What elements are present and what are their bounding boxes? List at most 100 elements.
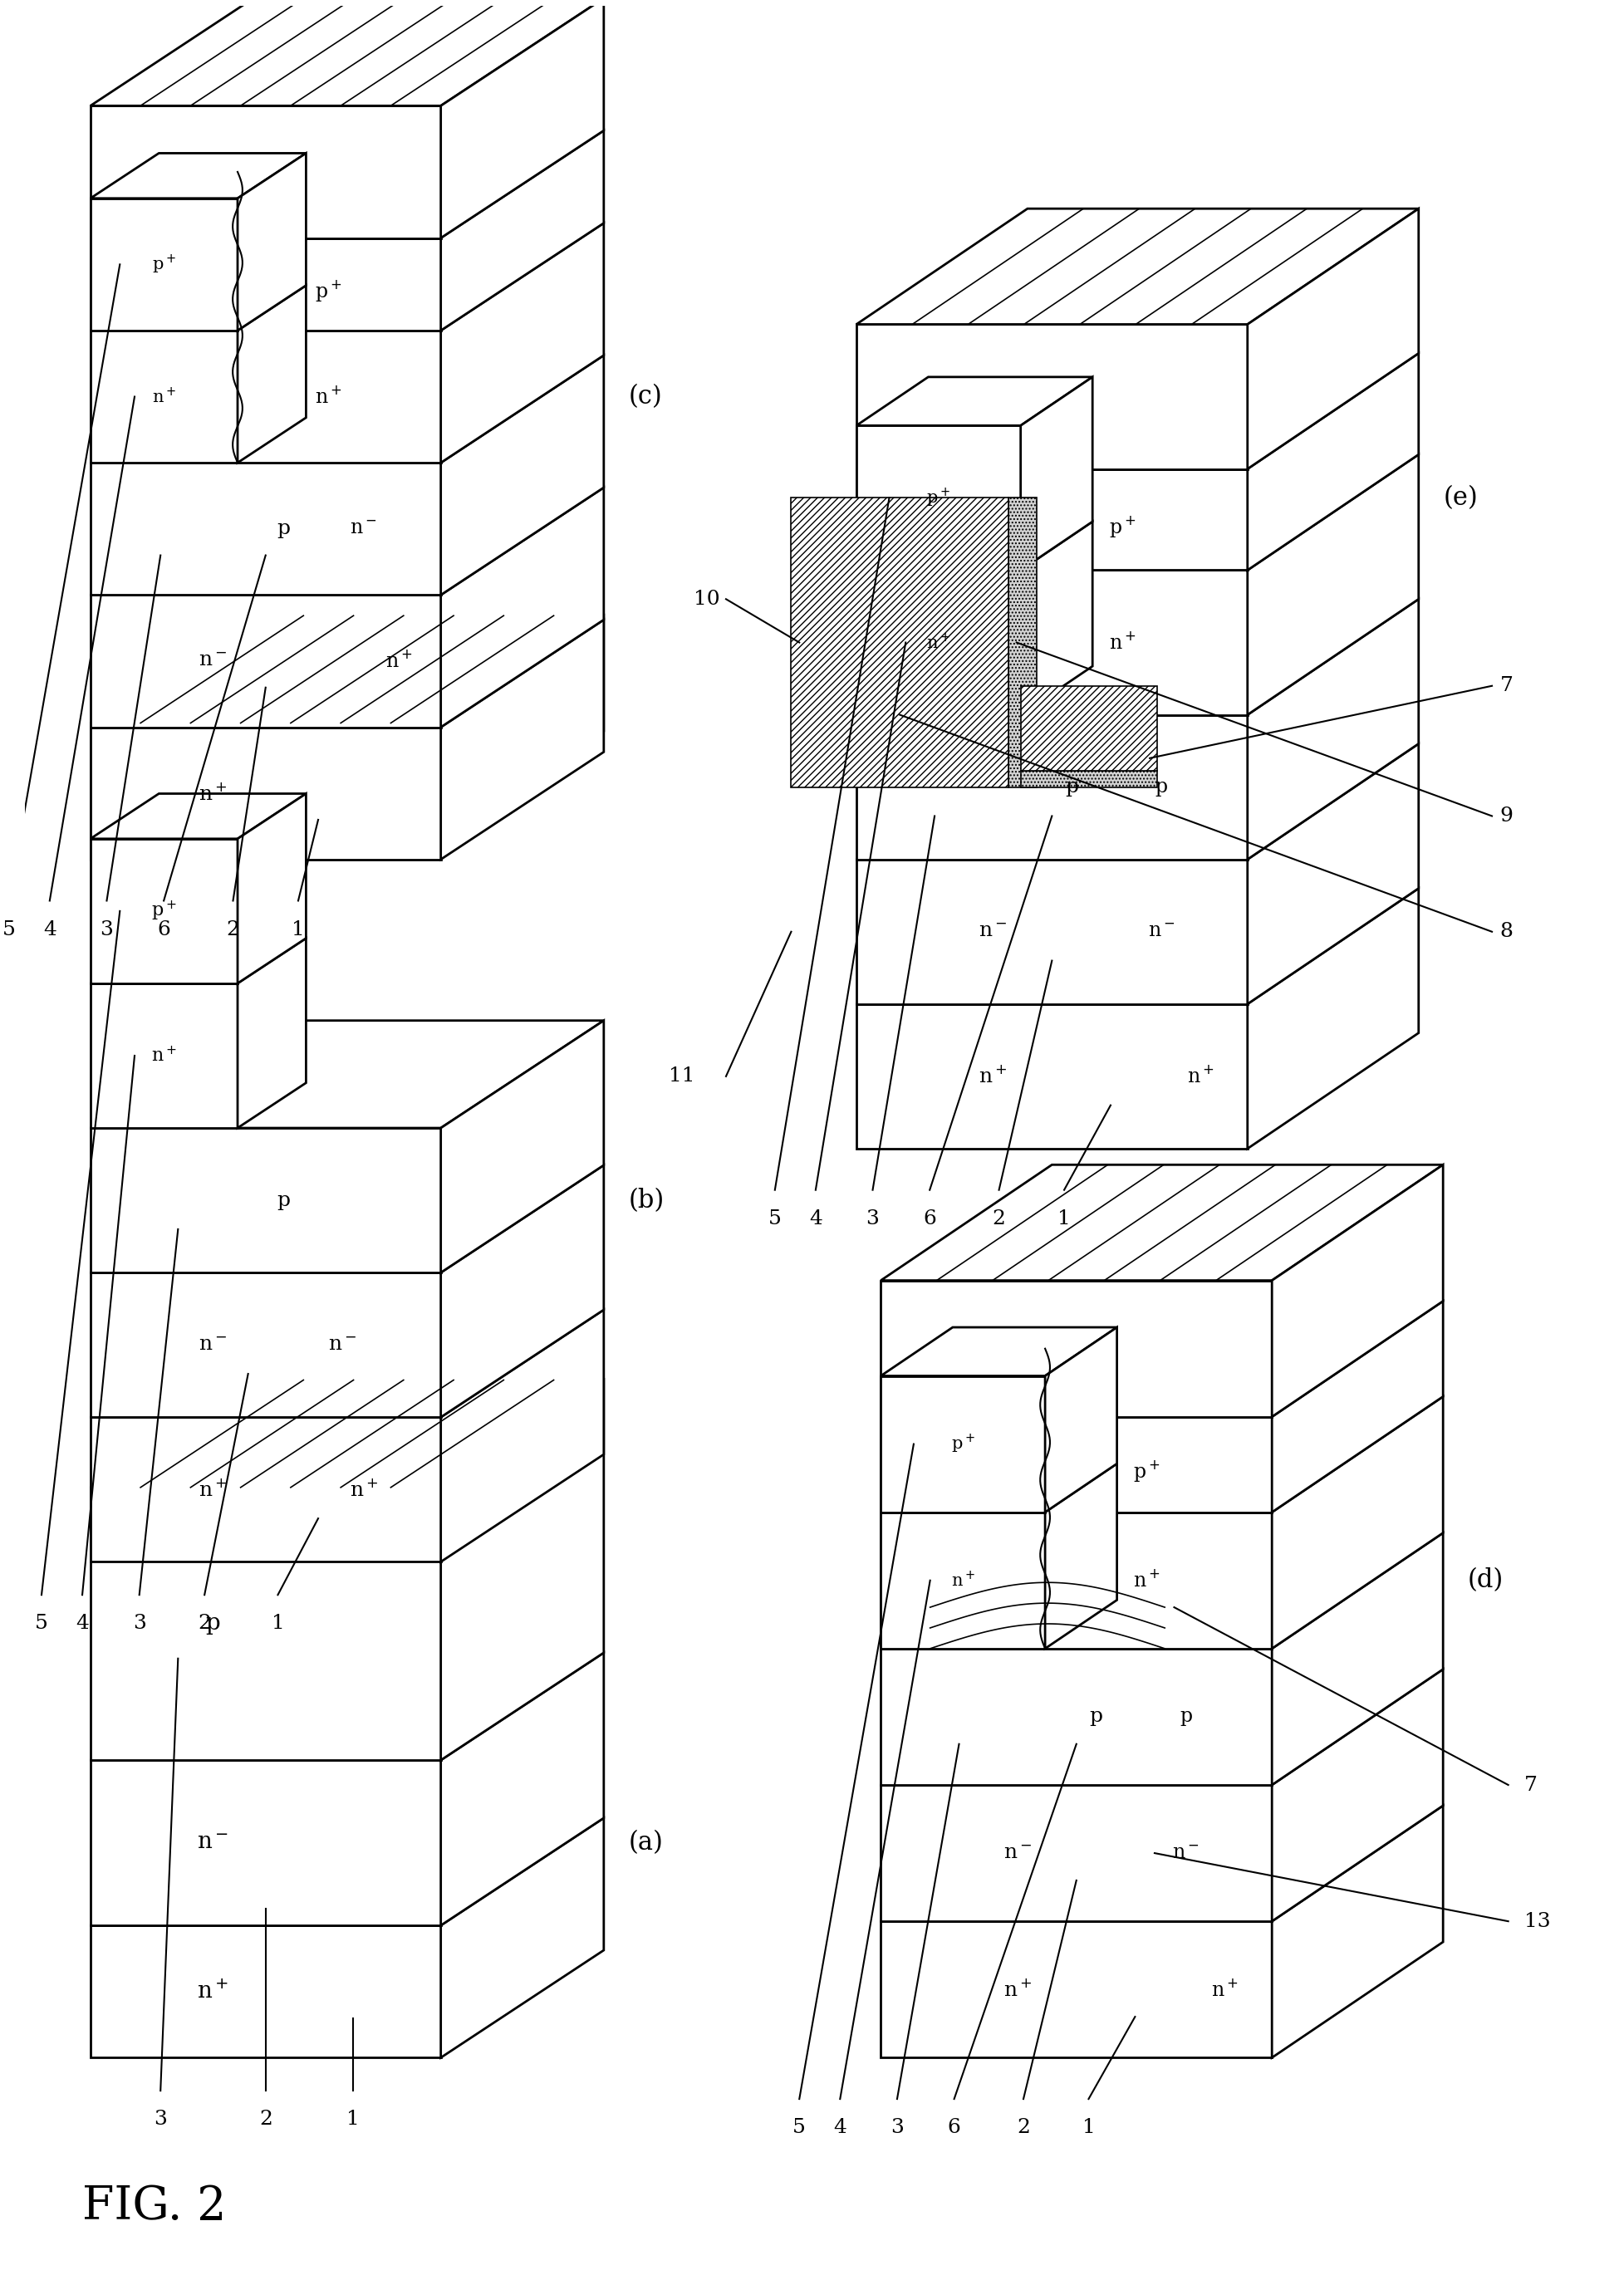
- Polygon shape: [91, 331, 440, 463]
- Polygon shape: [440, 132, 604, 331]
- Polygon shape: [1272, 1532, 1442, 1784]
- Text: 2: 2: [258, 2111, 273, 2129]
- Polygon shape: [880, 1416, 1272, 1512]
- Polygon shape: [856, 522, 1091, 570]
- Polygon shape: [237, 286, 305, 463]
- Polygon shape: [1020, 377, 1091, 570]
- Polygon shape: [1247, 354, 1418, 570]
- Polygon shape: [91, 222, 604, 331]
- Text: n$^+$: n$^+$: [315, 386, 343, 406]
- Polygon shape: [1247, 209, 1418, 470]
- Text: 10: 10: [693, 590, 719, 608]
- Polygon shape: [91, 794, 305, 838]
- Polygon shape: [91, 132, 604, 238]
- Text: 11: 11: [669, 1067, 695, 1085]
- Polygon shape: [91, 1416, 440, 1562]
- Polygon shape: [440, 1653, 604, 1925]
- Polygon shape: [856, 454, 1418, 570]
- Text: (b): (b): [628, 1187, 664, 1212]
- Polygon shape: [91, 238, 440, 331]
- Text: p$^+$: p$^+$: [315, 279, 343, 304]
- Text: FIG. 2: FIG. 2: [83, 2184, 226, 2229]
- Polygon shape: [1272, 1805, 1442, 2057]
- Text: 4: 4: [833, 2118, 846, 2138]
- Text: 7: 7: [1523, 1775, 1536, 1796]
- Polygon shape: [856, 715, 1247, 860]
- Polygon shape: [880, 1805, 1442, 1920]
- Text: 6: 6: [947, 2118, 960, 2138]
- Polygon shape: [856, 470, 1247, 570]
- Text: p: p: [1155, 779, 1168, 797]
- Polygon shape: [880, 1464, 1116, 1512]
- Polygon shape: [237, 938, 305, 1128]
- Polygon shape: [440, 1310, 604, 1562]
- Text: 9: 9: [1499, 806, 1512, 826]
- Polygon shape: [440, 1022, 604, 1273]
- Polygon shape: [91, 197, 237, 331]
- Polygon shape: [91, 1380, 604, 1487]
- Text: n$^+$: n$^+$: [385, 651, 412, 672]
- Polygon shape: [1247, 454, 1418, 715]
- Polygon shape: [440, 0, 604, 238]
- Text: 4: 4: [44, 919, 57, 940]
- Polygon shape: [880, 1512, 1044, 1648]
- Polygon shape: [237, 152, 305, 331]
- Text: 1: 1: [292, 919, 305, 940]
- Polygon shape: [1020, 770, 1156, 788]
- Polygon shape: [880, 1376, 1044, 1512]
- Polygon shape: [1272, 1668, 1442, 1920]
- Polygon shape: [856, 570, 1247, 715]
- Polygon shape: [91, 1925, 440, 2057]
- Text: p$^+$: p$^+$: [151, 899, 177, 924]
- Polygon shape: [856, 325, 1247, 470]
- Polygon shape: [91, 1759, 440, 1925]
- Text: n$^-$: n$^-$: [1171, 1843, 1199, 1864]
- Polygon shape: [91, 1818, 604, 1925]
- Polygon shape: [440, 1818, 604, 2057]
- Text: n$^-$: n$^-$: [349, 520, 377, 538]
- Text: n$^+$: n$^+$: [198, 783, 227, 804]
- Polygon shape: [91, 1022, 604, 1128]
- Text: p$^+$: p$^+$: [950, 1432, 974, 1455]
- Text: 13: 13: [1523, 1911, 1549, 1932]
- Polygon shape: [1272, 1396, 1442, 1648]
- Text: n$^-$: n$^-$: [1004, 1843, 1031, 1864]
- Text: 5: 5: [768, 1210, 781, 1228]
- Polygon shape: [856, 354, 1418, 470]
- Polygon shape: [91, 595, 440, 726]
- Text: 4: 4: [809, 1210, 822, 1228]
- Polygon shape: [440, 222, 604, 463]
- Polygon shape: [880, 1280, 1272, 1416]
- Text: p: p: [206, 1612, 221, 1634]
- Text: 3: 3: [154, 2111, 167, 2129]
- Polygon shape: [440, 620, 604, 860]
- Polygon shape: [880, 1396, 1442, 1512]
- Text: 4: 4: [76, 1614, 89, 1634]
- Text: n$^+$: n$^+$: [950, 1571, 974, 1589]
- Polygon shape: [880, 1301, 1442, 1416]
- Polygon shape: [440, 1165, 604, 1416]
- Polygon shape: [91, 724, 440, 838]
- Polygon shape: [91, 331, 237, 463]
- Text: 3: 3: [890, 2118, 903, 2138]
- Polygon shape: [91, 286, 305, 331]
- Polygon shape: [880, 1532, 1442, 1648]
- Text: n$^+$: n$^+$: [1186, 1067, 1213, 1087]
- Polygon shape: [880, 1512, 1272, 1648]
- Text: 1: 1: [346, 2111, 359, 2129]
- Text: 6: 6: [158, 919, 171, 940]
- Polygon shape: [237, 794, 305, 983]
- Text: n$^-$: n$^-$: [197, 1832, 229, 1855]
- Text: 3: 3: [101, 919, 114, 940]
- Polygon shape: [880, 1920, 1272, 2057]
- Polygon shape: [91, 1165, 604, 1273]
- Polygon shape: [91, 726, 440, 860]
- Polygon shape: [91, 463, 440, 595]
- Polygon shape: [91, 938, 305, 983]
- Polygon shape: [856, 1003, 1247, 1149]
- Polygon shape: [880, 1784, 1272, 1920]
- Text: 8: 8: [1499, 922, 1512, 942]
- Text: n$^+$: n$^+$: [978, 1067, 1007, 1087]
- Text: p: p: [1088, 1707, 1103, 1725]
- Polygon shape: [1020, 686, 1156, 770]
